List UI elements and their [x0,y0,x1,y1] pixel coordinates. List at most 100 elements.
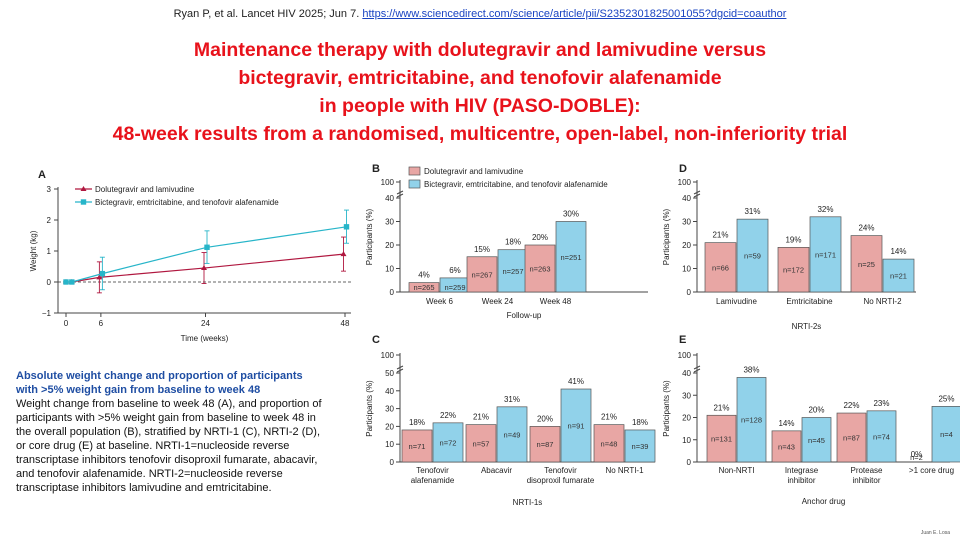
y-tick-label: 100 [381,351,395,360]
x-axis-title: NRTI-2s [792,322,822,331]
title-line-2: bictegravir, emtricitabine, and tenofovi… [238,67,722,89]
bar-n-label: n=74 [873,432,890,441]
data-point [96,274,103,280]
y-tick-label: 0 [390,458,395,467]
category-label: inhibitor [852,476,880,485]
bar-n-label: n=71 [409,442,426,451]
category-label: Emtricitabine [786,297,833,306]
y-tick-label: 20 [385,241,394,250]
panel-label: D [679,163,687,175]
bar [771,430,802,463]
bar [736,377,767,463]
bar [801,417,832,463]
panel-a: A −1 0 1 2 3 0 6 24 48 Time (weeks) Weight (kg) Dolu… [29,169,351,343]
category-label: Week 48 [540,297,572,306]
bar [465,424,497,463]
y-tick-label: 0 [687,458,692,467]
bar [529,426,561,463]
data-point [99,270,106,277]
bar-n-label: n=263 [529,265,550,274]
title-line-1: Maintenance therapy with dolutegravir an… [193,39,767,61]
bar-n-label: n=251 [560,253,581,262]
bar [882,258,915,293]
bar-n-label: n=39 [632,442,649,451]
bar-value-label: 22% [843,401,859,410]
bar-value-label: 21% [713,403,729,412]
bar [736,218,769,293]
category-label: >1 core drug [909,466,954,475]
y-axis-title: Weight (kg) [29,230,38,271]
data-point [201,265,207,271]
bar [931,406,960,463]
bar-n-label: n=87 [843,434,860,443]
caption-heading: Absolute weight change and proportion of… [16,370,303,396]
y-tick-label: 40 [682,194,691,203]
y-tick-label: 1 [47,247,52,256]
bar-value-label: 22% [440,411,456,420]
bar [524,244,556,293]
bar-value-label: 24% [858,224,874,233]
y-tick-label: 0 [47,278,52,287]
axis-break [396,190,404,195]
bar-n-label: n=128 [741,416,762,425]
title-line-4: 48-week results from a randomised, multi… [112,123,848,145]
legend-marker [80,186,87,191]
bar-n-label: n=25 [858,260,875,269]
y-tick-label: 0 [687,288,692,297]
legend-label: Bictegravir, emtricitabine, and tenofovi… [95,198,279,207]
data-point [69,279,75,285]
citation-link[interactable]: https://www.sciencedirect.com/science/ar… [362,8,787,20]
bar-value-label: 15% [474,245,490,254]
y-axis-title: Participants (%) [662,380,671,437]
legend-marker [80,199,87,205]
category-label: Non-NRTI [719,466,755,475]
bar-value-label: 20% [532,233,548,242]
bar-n-label: n=87 [537,440,554,449]
category-label: Week 24 [482,297,514,306]
bar [432,422,464,463]
y-tick-label: −1 [42,309,52,318]
bar [496,406,528,463]
bar-value-label: 32% [817,205,833,214]
y-tick-label: 20 [682,414,691,423]
y-tick-label: 30 [682,391,691,400]
bar-n-label: n=172 [783,266,804,275]
bar-value-label: 25% [938,394,954,403]
bar-n-label: n=57 [473,439,490,448]
x-tick-label: 6 [99,319,104,328]
panel-label: B [372,163,380,175]
category-label: No NRTI-2 [863,297,902,306]
category-label: disoproxil fumarate [527,476,595,485]
bar [836,412,867,463]
y-axis-title: Participants (%) [365,380,374,437]
y-axis-title: Participants (%) [365,208,374,265]
bar [866,410,897,463]
figure-caption: Absolute weight change and proportion of… [16,369,326,495]
bar-n-label: n=131 [711,435,732,444]
bar-value-label: 30% [563,210,579,219]
bar-value-label: 23% [873,399,889,408]
bar-n-label: n=259 [444,283,465,292]
bar-value-label: 20% [537,414,553,423]
title-line-3: in people with HIV (PASO-DOBLE): [319,95,641,117]
x-tick-label: 0 [64,319,69,328]
category-label: No NRTI-1 [605,466,644,475]
bar-n-label: n=4 [940,430,953,439]
bar-n-label: n=267 [471,270,492,279]
category-label: Tenofovir [416,466,449,475]
bar-value-label: 19% [785,235,801,244]
bar-value-label: 0% [911,450,923,459]
bar-value-label: 21% [601,413,617,422]
bar-n-label: n=43 [778,442,795,451]
y-tick-label: 40 [385,387,394,396]
y-tick-label: 20 [682,241,691,250]
axis-break [693,368,701,373]
bar-value-label: 21% [712,231,728,240]
legend-swatch [408,166,421,176]
axis-break [396,193,404,198]
bar [466,256,498,293]
x-tick-label: 24 [201,319,210,328]
bar [593,424,625,463]
legend-label: Dolutegravir and lamivudine [424,167,524,176]
